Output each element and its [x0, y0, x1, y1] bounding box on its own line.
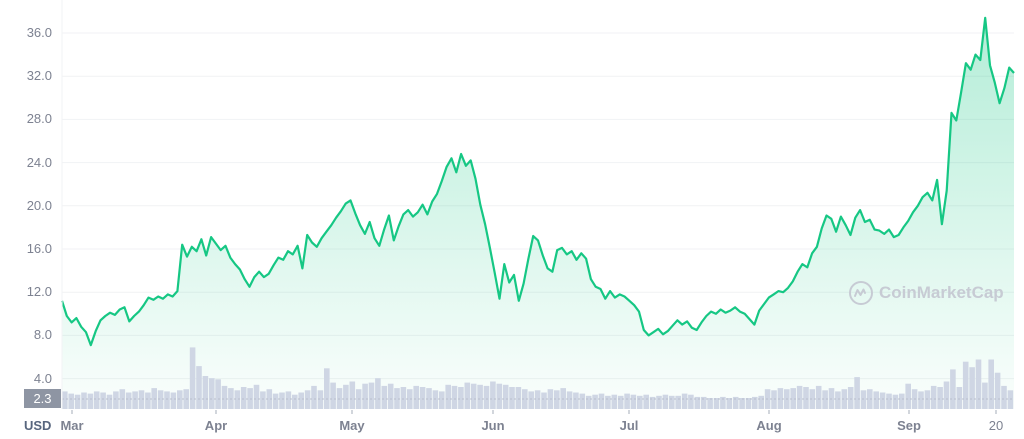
volume-value-badge: 2.3 [24, 389, 61, 408]
x-tick-label: Aug [756, 418, 782, 433]
y-tick-label: 20.0 [26, 197, 52, 213]
x-tick-label: 20 [988, 418, 1004, 433]
watermark-text: CoinMarketCap [879, 283, 1004, 302]
volume-bars [62, 347, 1014, 409]
y-tick-label: 24.0 [26, 154, 52, 170]
x-tick-label: Mar [60, 418, 84, 433]
y-tick-label: 28.0 [26, 111, 52, 127]
y-tick-label: 4.0 [33, 370, 52, 386]
y-tick-label: 16.0 [26, 241, 52, 256]
x-tick-marks [71, 410, 997, 414]
x-tick-label: Jun [481, 418, 505, 433]
y-tick-label: 8.0 [33, 327, 52, 343]
currency-label: USD [24, 418, 52, 433]
x-tick-label: Jul [619, 418, 639, 433]
x-tick-label: May [339, 418, 365, 433]
y-tick-label: 12.0 [26, 284, 52, 300]
x-tick-label: Apr [204, 418, 228, 433]
coinmarketcap-logo-icon [849, 281, 873, 305]
price-area-fill [62, 17, 1014, 410]
watermark: CoinMarketCap [849, 280, 1004, 306]
y-tick-label: 32.0 [26, 68, 52, 84]
x-tick-label: Sep [897, 418, 921, 433]
y-tick-label: 36.0 [26, 25, 52, 40]
price-line [60, 16, 1015, 347]
